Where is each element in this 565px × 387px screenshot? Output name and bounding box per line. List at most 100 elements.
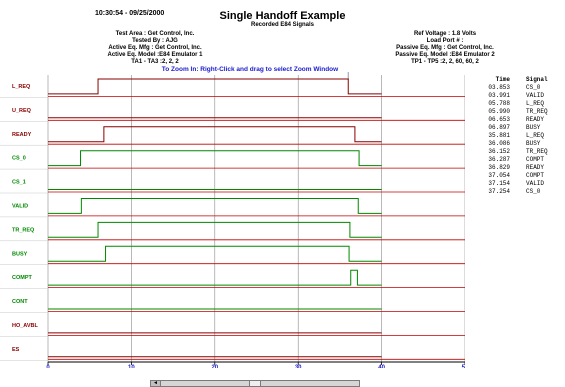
grid xyxy=(47,72,465,362)
event-time: 36.829 xyxy=(488,164,510,171)
event-log-header: Time Signal xyxy=(466,76,565,84)
event-row: 37.054 COMPT xyxy=(466,172,565,180)
event-row: 06.897 BUSY xyxy=(466,124,565,132)
signal-row-es: ES xyxy=(0,347,465,361)
test-area-line: Test Area : Get Control, Inc. xyxy=(115,31,195,37)
event-time: 36.287 xyxy=(488,156,510,163)
event-row: 35.881 L_REQ xyxy=(466,132,565,140)
event-signal: TR_REQ xyxy=(526,148,548,155)
ref-voltage-line: Ref Voltage : 1.8 Volts xyxy=(413,31,477,37)
signal-label: HO_AVBL xyxy=(12,323,39,329)
event-signal: BUSY xyxy=(526,140,541,147)
signal-row-cs_0: CS_0 xyxy=(0,150,465,170)
x-axis: 0 10 20 30 40 50 xyxy=(46,361,465,368)
event-signal: READY xyxy=(526,164,545,171)
tested-by-line: Tested By : AJG xyxy=(132,38,178,44)
event-signal: BUSY xyxy=(526,124,541,131)
event-time: 35.881 xyxy=(488,132,510,139)
signal-label: VALID xyxy=(12,204,28,210)
signal-label: U_REQ xyxy=(12,108,32,114)
event-time: 37.054 xyxy=(488,172,510,179)
event-row: 05.990 TR_REQ xyxy=(466,108,565,116)
signal-row-ready: READY xyxy=(0,126,465,146)
signal-row-ho_avbl: HO_AVBL xyxy=(0,323,465,337)
x-tick-label: 50 xyxy=(462,365,465,368)
load-port-line: Load Port # : xyxy=(426,38,464,44)
signal-label: CS_1 xyxy=(12,180,26,186)
signal-row-compt: COMPT xyxy=(0,269,465,289)
event-signal: COMPT xyxy=(526,172,545,179)
signal-row-tr_req: TR_REQ xyxy=(0,221,465,242)
event-row: 36.152 TR_REQ xyxy=(466,148,565,156)
x-tick-label: 40 xyxy=(378,365,385,368)
event-row: 03.991 VALID xyxy=(466,92,565,100)
event-time: 03.853 xyxy=(488,84,510,91)
waveform-cs_0 xyxy=(48,150,382,167)
signal-label: READY xyxy=(12,132,32,138)
waveform-ready xyxy=(48,126,382,143)
signal-rows: L_REQ U_REQ READY CS_0 CS_1 VALID TR_REQ BUSY CO… xyxy=(0,78,465,361)
passive-model-line: Passive Eq. Model :E84 Emulator 2 xyxy=(395,52,495,58)
event-time: 37.254 xyxy=(488,188,510,195)
event-row: 37.154 VALID xyxy=(466,180,565,188)
timestamp: 10:30:54 - 09/25/2000 xyxy=(95,10,165,17)
event-time: 03.991 xyxy=(488,92,510,99)
waveform-l_req xyxy=(48,78,382,95)
tp-timers-line: TP1 - TP5 :2, 2, 60, 60, 2 xyxy=(411,59,479,65)
event-row: 37.254 CS_0 xyxy=(466,188,565,196)
signal-label: CS_0 xyxy=(12,156,26,162)
signal-row-cont: CONT xyxy=(0,299,465,313)
event-row: 03.853 CS_0 xyxy=(466,84,565,92)
active-mfg-line: Active Eq. Mfg : Get Control, Inc. xyxy=(108,45,202,51)
signal-row-valid: VALID xyxy=(0,198,465,218)
event-signal: VALID xyxy=(526,92,545,99)
zoom-hint: To Zoom In: Right-Click and drag to sele… xyxy=(161,66,339,73)
horizontal-scrollbar[interactable]: ◄ xyxy=(150,380,360,387)
waveform-compt xyxy=(48,269,382,286)
signal-label: ES xyxy=(12,347,20,353)
x-tick-label: 10 xyxy=(128,365,135,368)
passive-equipment-info: Ref Voltage : 1.8 Volts Load Port # : Pa… xyxy=(345,31,545,66)
x-tick-label: 0 xyxy=(46,365,50,368)
active-model-line: Active Eq. Model :E84 Emulator 1 xyxy=(107,52,203,58)
event-signal: COMPT xyxy=(526,156,545,163)
active-equipment-info: Test Area : Get Control, Inc. Tested By … xyxy=(60,31,250,66)
waveform-busy xyxy=(48,245,382,262)
event-row: 06.653 READY xyxy=(466,116,565,124)
signal-row-u_req: U_REQ xyxy=(0,108,465,122)
event-signal: VALID xyxy=(526,180,545,187)
event-time: 06.897 xyxy=(488,124,510,131)
chart-title: Single Handoff Example xyxy=(219,10,346,22)
scroll-left-arrow-icon[interactable]: ◄ xyxy=(151,381,161,386)
scroll-thumb[interactable] xyxy=(249,381,261,386)
signal-label: BUSY xyxy=(12,251,28,257)
signal-row-l_req: L_REQ xyxy=(0,78,465,98)
event-time: 36.086 xyxy=(488,140,510,147)
signal-label: COMPT xyxy=(12,275,33,281)
x-tick-label: 30 xyxy=(295,365,302,368)
event-log-table: Time Signal 03.853 CS_0 03.991 VALID 05.788 L… xyxy=(466,76,565,196)
event-row: 36.829 READY xyxy=(466,164,565,172)
signal-row-busy: BUSY xyxy=(0,245,465,265)
signal-label: L_REQ xyxy=(12,84,31,90)
x-tick-label: 20 xyxy=(211,365,218,368)
event-signal: L_REQ xyxy=(526,100,545,107)
signal-label: TR_REQ xyxy=(12,227,35,233)
event-signal: TR_REQ xyxy=(526,108,548,115)
event-signal: READY xyxy=(526,116,545,123)
signal-column-header: Signal xyxy=(526,76,548,83)
event-row: 05.788 L_REQ xyxy=(466,100,565,108)
event-signal: CS_0 xyxy=(526,84,541,91)
event-time: 05.788 xyxy=(488,100,510,107)
signal-timing-chart[interactable]: L_REQ U_REQ READY CS_0 CS_1 VALID TR_REQ BUSY CO… xyxy=(0,72,465,368)
event-signal: L_REQ xyxy=(526,132,545,139)
event-time: 06.653 xyxy=(488,116,510,123)
signal-label: CONT xyxy=(12,299,28,305)
ta-timers-line: TA1 - TA3 :2, 2, 2 xyxy=(131,59,179,65)
signal-row-cs_1: CS_1 xyxy=(0,180,465,194)
event-signal: CS_0 xyxy=(526,188,541,195)
passive-mfg-line: Passive Eq. Mfg : Get Control, Inc. xyxy=(396,45,494,51)
time-column-header: Time xyxy=(495,76,510,83)
waveform-valid xyxy=(48,198,382,214)
event-row: 36.086 BUSY xyxy=(466,140,565,148)
